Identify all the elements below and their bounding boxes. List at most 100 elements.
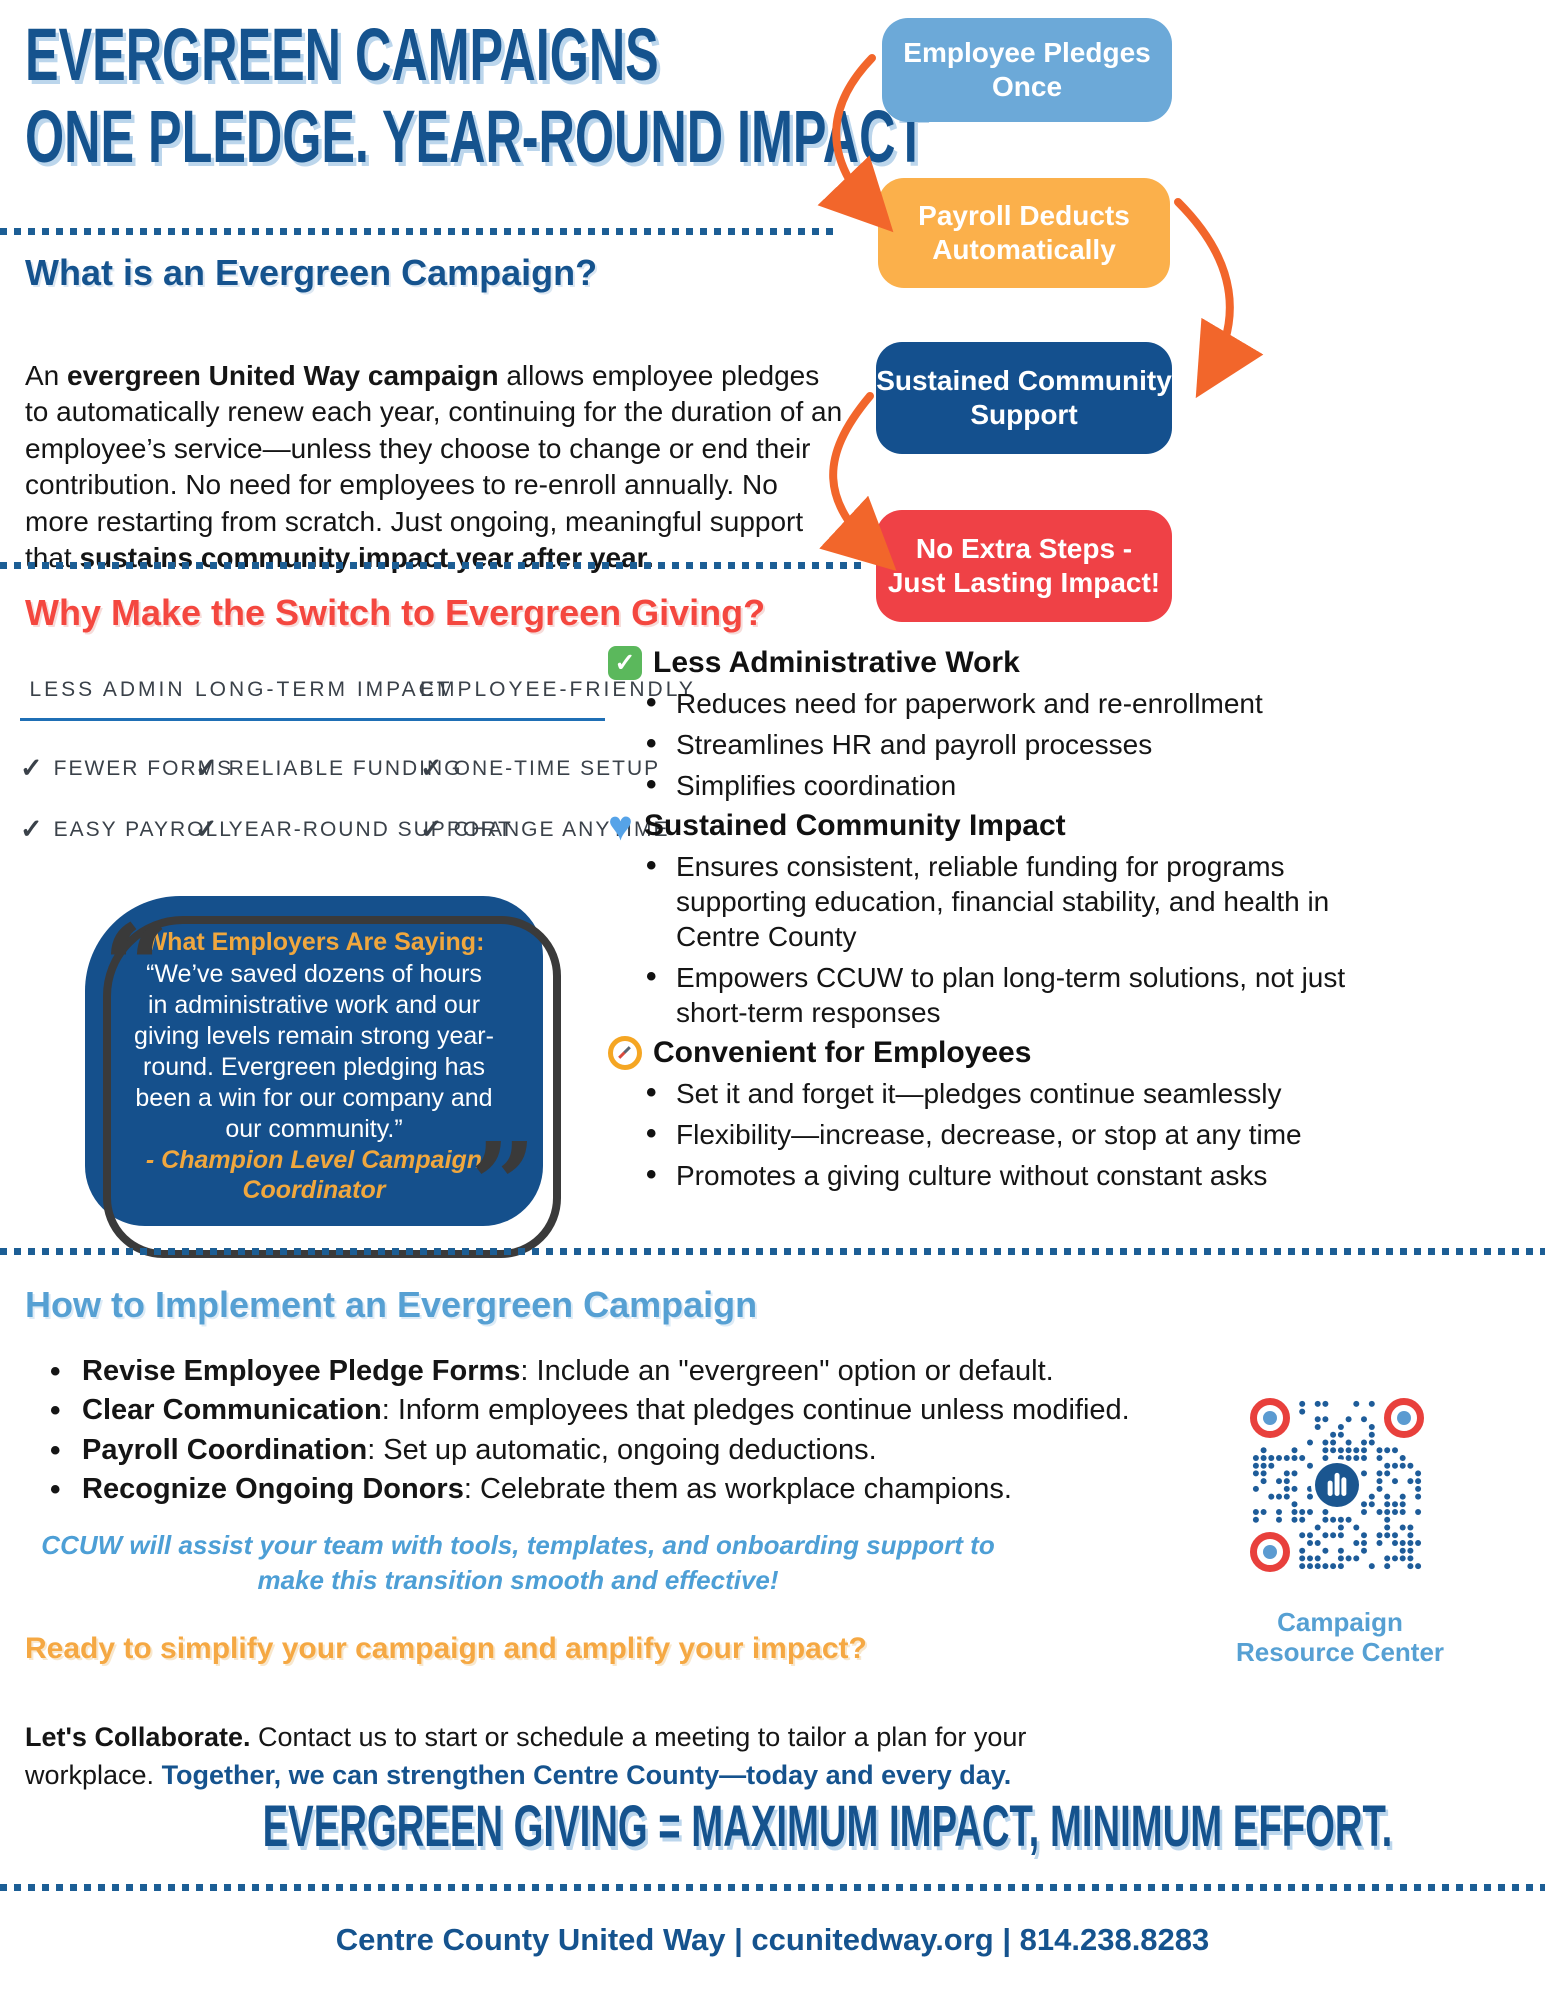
how-item-rest: : Inform employees that pledges continue… [381, 1394, 1130, 1427]
checkmark-icon: ✓ [420, 753, 445, 783]
qr-finder-icon [1250, 1398, 1290, 1438]
table-cell: ✓ RELIABLE FUNDING [195, 753, 461, 783]
quote-text: “We’ve saved dozens of hours in administ… [134, 960, 494, 1143]
benefit-item: Ensures consistent, reliable funding for… [642, 847, 1348, 954]
checkmark-icon: ✓ [195, 753, 220, 783]
flow-step-label: Employee Pledges [903, 37, 1151, 69]
title-line-2: ONE PLEDGE. YEAR-ROUND IMPACT [25, 95, 927, 178]
checkmark-icon: ✓ [195, 814, 220, 844]
dotted-divider [0, 1884, 1545, 1891]
why-heading: Why Make the Switch to Evergreen Giving? [25, 592, 766, 633]
benefits-table-header-row: LESS ADMIN LONG-TERM IMPACT EMPLOYEE-FRI… [20, 678, 696, 702]
qr-caption: Campaign Resource Center [1205, 1607, 1475, 1668]
title-line-1: EVERGREEN CAMPAIGNS [25, 13, 659, 96]
how-item-bold: Recognize Ongoing Donors [82, 1473, 464, 1506]
collaborate-text: Contact us to start or schedule a meetin… [25, 1722, 1027, 1790]
collaborate-bold: Let's Collaborate. [25, 1722, 251, 1752]
qr-code [1250, 1398, 1424, 1572]
how-list-item: Recognize Ongoing Donors: Celebrate them… [48, 1470, 1228, 1511]
quote-content: What Employers Are Saying: “We’ve saved … [133, 928, 495, 1205]
benefit-group-header: ♥ Sustained Community Impact [608, 802, 1538, 849]
dotted-divider [0, 1248, 1545, 1255]
how-list-item: Payroll Coordination: Set up automatic, … [48, 1431, 1228, 1472]
table-header: LONG-TERM IMPACT [195, 678, 453, 701]
how-item-bold: Payroll Coordination [82, 1433, 368, 1466]
flow-step-label: No Extra Steps - [915, 533, 1133, 565]
benefit-item: Streamlines HR and payroll processes [642, 725, 1348, 763]
benefits-column: ✓ Less Administrative Work Reduces need … [608, 640, 1538, 1194]
benefit-item: Simplifies coordination [642, 766, 1348, 804]
intro-paragraph: An evergreen United Way campaign allows … [25, 358, 847, 576]
table-row: ✓ FEWER FORMS ✓ RELIABLE FUNDING ✓ ONE-TIME… [20, 753, 658, 783]
how-item-bold: Revise Employee Pledge Forms [82, 1355, 521, 1387]
flow-step-no-extra-steps: No Extra Steps - Just Lasting Impact! [876, 510, 1172, 622]
benefit-group-title: Convenient for Employees [653, 1036, 1032, 1069]
how-list: Revise Employee Pledge Forms: Include an… [48, 1352, 1228, 1512]
how-heading: How to Implement an Evergreen Campaign [25, 1284, 758, 1325]
quote-attribution-line: Coordinator [242, 1176, 386, 1204]
what-heading: What is an Evergreen Campaign? [25, 252, 598, 293]
benefit-group-title: Less Administrative Work [653, 646, 1020, 679]
flow-step-label: Just Lasting Impact! [887, 567, 1161, 598]
benefit-item: Reduces need for paperwork and re-enroll… [642, 684, 1348, 722]
benefit-item: Promotes a giving culture without consta… [642, 1156, 1348, 1194]
table-cell: ✓ YEAR-ROUND SUPPORT [195, 814, 511, 844]
footer-contact: Centre County United Way | ccunitedway.o… [335, 1922, 1210, 1957]
blue-heart-icon: ♥ [608, 802, 633, 849]
ready-heading: Ready to simplify your campaign and ampl… [25, 1632, 867, 1665]
compass-icon [608, 1036, 642, 1070]
flow-step-label: Once [991, 71, 1063, 102]
dotted-divider [0, 562, 862, 569]
flow-step-label: Sustained Community [876, 365, 1172, 397]
table-cell: ✓ CHANGE ANYTIME [420, 814, 668, 844]
how-list-item: Revise Employee Pledge Forms: Include an… [48, 1352, 1228, 1393]
checkmark-icon: ✓ [20, 814, 45, 844]
qr-caption-line: Resource Center [1235, 1636, 1445, 1667]
table-header: LESS ADMIN [29, 678, 186, 701]
benefit-item: Empowers CCUW to plan long-term solution… [642, 958, 1348, 1030]
benefits-table: LESS ADMIN LONG-TERM IMPACT EMPLOYEE-FRI… [20, 678, 696, 844]
table-cell-label: RELIABLE FUNDING [228, 756, 463, 780]
table-cell-label: ONE-TIME SETUP [453, 756, 661, 780]
table-divider-line [20, 718, 605, 721]
how-item-rest: : Set up automatic, ongoing deductions. [367, 1433, 877, 1466]
intro-text: allows employee pledges to automatically… [25, 360, 843, 573]
united-way-hands-icon [1311, 1459, 1363, 1511]
table-cell-label: CHANGE ANYTIME [453, 817, 670, 841]
table-cell-label: YEAR-ROUND SUPPORT [228, 817, 513, 841]
quote-attribution: - Champion Level Campaign Coordinator [133, 1145, 495, 1205]
assist-note: CCUW will assist your team with tools, t… [41, 1530, 995, 1596]
qr-caption-line: Campaign [1277, 1607, 1403, 1637]
table-row: ✓ EASY PAYROLL ✓ YEAR-ROUND SUPPORT ✓ CHANG… [20, 814, 668, 844]
quote-box-background [85, 896, 543, 1226]
checkmark-icon: ✓ [20, 753, 45, 783]
checkmark-icon: ✓ [420, 814, 445, 844]
dotted-divider [0, 228, 838, 235]
quote-label: What Employers Are Saying: [143, 928, 485, 956]
employer-quote-box: What Employers Are Saying: “We’ve saved … [85, 896, 561, 1258]
table-header: EMPLOYEE-FRIENDLY [420, 678, 696, 701]
page-title: EVERGREEN CAMPAIGNS ONE PLEDGE. YEAR-ROU… [25, 14, 1350, 178]
flow-step-employee-pledges: Employee Pledges Once [882, 18, 1172, 122]
table-cell: ✓ FEWER FORMS [20, 753, 231, 783]
how-list-item: Clear Communication: Inform employees th… [48, 1391, 1228, 1432]
green-check-icon: ✓ [608, 646, 642, 680]
bottom-tagline: EVERGREEN GIVING = MAXIMUM IMPACT, MINIM… [262, 1794, 1393, 1859]
qr-finder-icon [1250, 1532, 1290, 1572]
flow-step-label: Automatically [932, 234, 1116, 265]
table-cell: ✓ ONE-TIME SETUP [420, 753, 658, 783]
intro-bold: evergreen United Way campaign [67, 360, 499, 391]
qr-dot-grid [1252, 1400, 1422, 1570]
benefit-item: Flexibility—increase, decrease, or stop … [642, 1115, 1348, 1153]
collaborate-paragraph: Let's Collaborate. Contact us to start o… [25, 1719, 1030, 1795]
benefit-group-title: Sustained Community Impact [643, 809, 1066, 842]
how-item-rest: : Include an "evergreen" option or defau… [520, 1355, 1054, 1387]
table-cell: ✓ EASY PAYROLL [20, 814, 231, 844]
qr-finder-icon [1384, 1398, 1424, 1438]
table-cell-label: EASY PAYROLL [53, 817, 233, 841]
benefit-item: Set it and forget it—pledges continue se… [642, 1074, 1348, 1112]
benefit-group-header: ✓ Less Administrative Work [608, 646, 1538, 680]
table-cell-label: FEWER FORMS [53, 756, 234, 780]
flow-step-sustained-support: Sustained Community Support [876, 342, 1172, 454]
